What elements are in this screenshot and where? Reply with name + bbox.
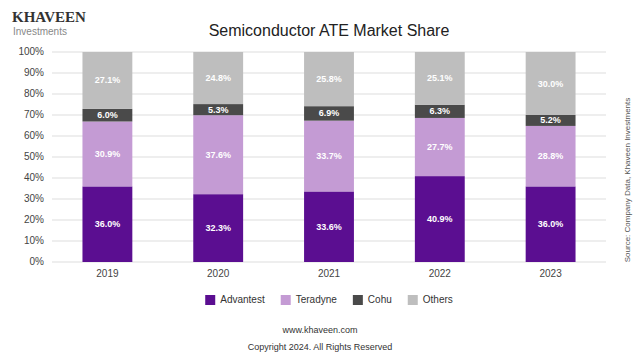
legend-label: Others: [423, 294, 453, 305]
data-label: 27.7%: [427, 142, 453, 152]
x-tick-label: 2023: [539, 268, 562, 279]
x-tick-label: 2020: [207, 268, 230, 279]
y-tick-label: 80%: [24, 88, 44, 99]
bar-segment: [193, 115, 243, 194]
title: Semiconductor ATE Market Share: [209, 22, 450, 39]
footer-line: Copyright 2024. All Rights Reserved: [248, 342, 393, 352]
data-label: 32.3%: [205, 223, 231, 233]
bar-segment: [304, 121, 354, 192]
y-tick-label: 0%: [30, 256, 45, 267]
bar-segment: [526, 52, 576, 115]
y-tick-label: 70%: [24, 109, 44, 120]
data-label: 40.9%: [427, 214, 453, 224]
y-tick-label: 100%: [18, 46, 44, 57]
data-label: 5.2%: [540, 115, 561, 125]
data-labels: 36.0% 32.3% 33.6% 40.9% 36.0% 30.9% 37.6% 33.7%…: [95, 73, 564, 233]
data-label: 33.7%: [316, 151, 342, 161]
bar-segment: [526, 186, 576, 262]
legend: Advantest Teradyne Cohu Others: [205, 294, 453, 305]
legend-swatch: [353, 295, 363, 305]
legend-swatch: [281, 295, 291, 305]
bar-segment: [415, 52, 465, 105]
bar-segment: [304, 191, 354, 262]
grid: [52, 52, 606, 262]
y-tick-label: 20%: [24, 214, 44, 225]
bar-segment: [526, 115, 576, 126]
bar-segment: [415, 105, 465, 118]
x-tick-label: 2021: [318, 268, 341, 279]
data-label: 27.1%: [95, 75, 121, 85]
data-label: 37.6%: [205, 150, 231, 160]
data-label: 36.0%: [538, 219, 564, 229]
bar-segment: [193, 104, 243, 115]
bar-segment: [193, 194, 243, 262]
y-tick-label: 30%: [24, 193, 44, 204]
bar-segment: [415, 176, 465, 262]
y-tick-label: 50%: [24, 151, 44, 162]
bar-segment: [526, 126, 576, 186]
data-label: 25.1%: [427, 73, 453, 83]
source-note: Source: Company Data, Khaveen Investment…: [623, 98, 632, 263]
bar-segment: [82, 109, 132, 122]
data-label: 6.9%: [319, 108, 340, 118]
y-tick-label: 40%: [24, 172, 44, 183]
bar-segment: [304, 106, 354, 120]
data-label: 36.0%: [95, 219, 121, 229]
legend-label: Teradyne: [296, 294, 338, 305]
legend-label: Cohu: [368, 294, 392, 305]
bar-segment: [304, 52, 354, 106]
x-tick-label: 2022: [429, 268, 452, 279]
legend-label: Advantest: [220, 294, 265, 305]
bars: [82, 52, 575, 262]
y-tick-label: 60%: [24, 130, 44, 141]
data-label: 5.3%: [208, 105, 229, 115]
y-tick-label: 90%: [24, 67, 44, 78]
data-label: 30.9%: [95, 149, 121, 159]
data-label: 28.8%: [538, 151, 564, 161]
data-label: 25.8%: [316, 74, 342, 84]
bar-segment: [82, 122, 132, 187]
y-tick-label: 10%: [24, 235, 44, 246]
header-sub: Investments: [13, 26, 67, 37]
x-tick-label: 2019: [96, 268, 119, 279]
legend-swatch: [408, 295, 418, 305]
legend-swatch: [205, 295, 215, 305]
data-label: 6.3%: [430, 106, 451, 116]
bar-segment: [82, 52, 132, 109]
header-brand: KHAVEEN: [12, 9, 86, 25]
data-label: 24.8%: [205, 73, 231, 83]
data-label: 30.0%: [538, 79, 564, 89]
chart: KHAVEENInvestments Source: Company Data, …: [0, 0, 640, 360]
bar-segment: [193, 52, 243, 104]
bar-segment: [82, 186, 132, 262]
data-label: 6.0%: [97, 110, 118, 120]
bar-segment: [415, 118, 465, 176]
data-label: 33.6%: [316, 222, 342, 232]
footer-line: www.khaveen.com: [281, 325, 357, 335]
